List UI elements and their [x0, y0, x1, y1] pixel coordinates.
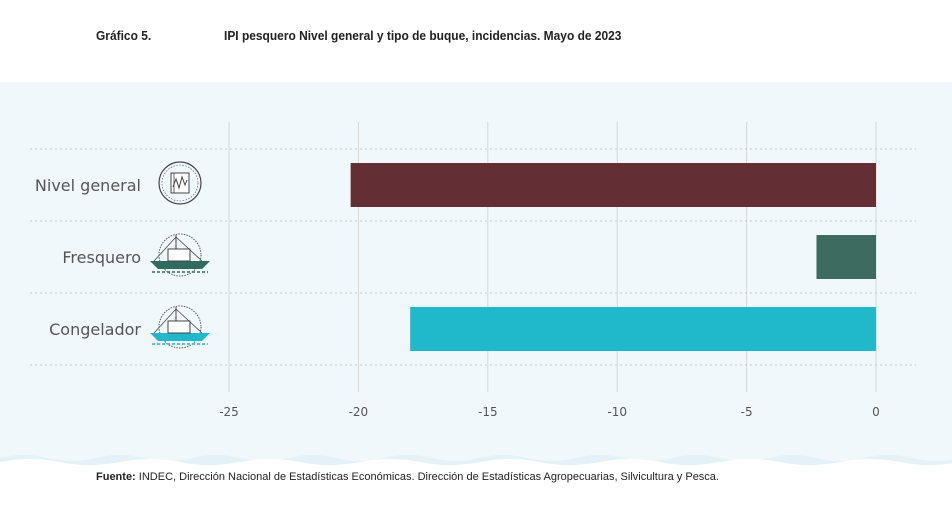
source-text: INDEC, Dirección Nacional de Estadística…: [135, 471, 719, 483]
icon-layer: [150, 161, 210, 349]
bar-2: [410, 307, 876, 351]
x-tick-label-2: -15: [478, 405, 498, 419]
figure-number: Gráfico 5.: [96, 28, 152, 43]
wave-border: [0, 455, 952, 468]
x-tick-label-1: -20: [349, 405, 369, 419]
source-label: Fuente:: [96, 471, 136, 483]
figure-header: Gráfico 5. IPI pesquero Nivel general y …: [0, 28, 952, 48]
x-tick-label-5: 0: [872, 405, 880, 419]
figure-title: IPI pesquero Nivel general y tipo de buq…: [224, 28, 622, 43]
source-note: Fuente: INDEC, Dirección Nacional de Est…: [96, 471, 719, 483]
x-tick-label-0: -25: [219, 405, 239, 419]
chart-panel: [0, 82, 952, 466]
x-tick-label-4: -5: [741, 405, 753, 419]
index-chart-icon: [158, 161, 202, 205]
bar-0: [350, 163, 876, 207]
tick-layer: -25 -20 -15 -10 -5 0: [219, 405, 880, 419]
bar-1: [816, 235, 876, 279]
category-label-0: Nivel general: [35, 176, 141, 195]
fresh-fishing-boat-icon: [150, 233, 210, 277]
grid-layer: [30, 122, 916, 392]
label-layer: Nivel general Fresquero Congelador: [35, 176, 142, 339]
category-label-2: Congelador: [49, 320, 141, 339]
freezer-fishing-boat-icon: [150, 305, 210, 349]
category-label-1: Fresquero: [62, 248, 141, 267]
bar-layer: [350, 163, 876, 351]
x-tick-label-3: -10: [607, 405, 627, 419]
